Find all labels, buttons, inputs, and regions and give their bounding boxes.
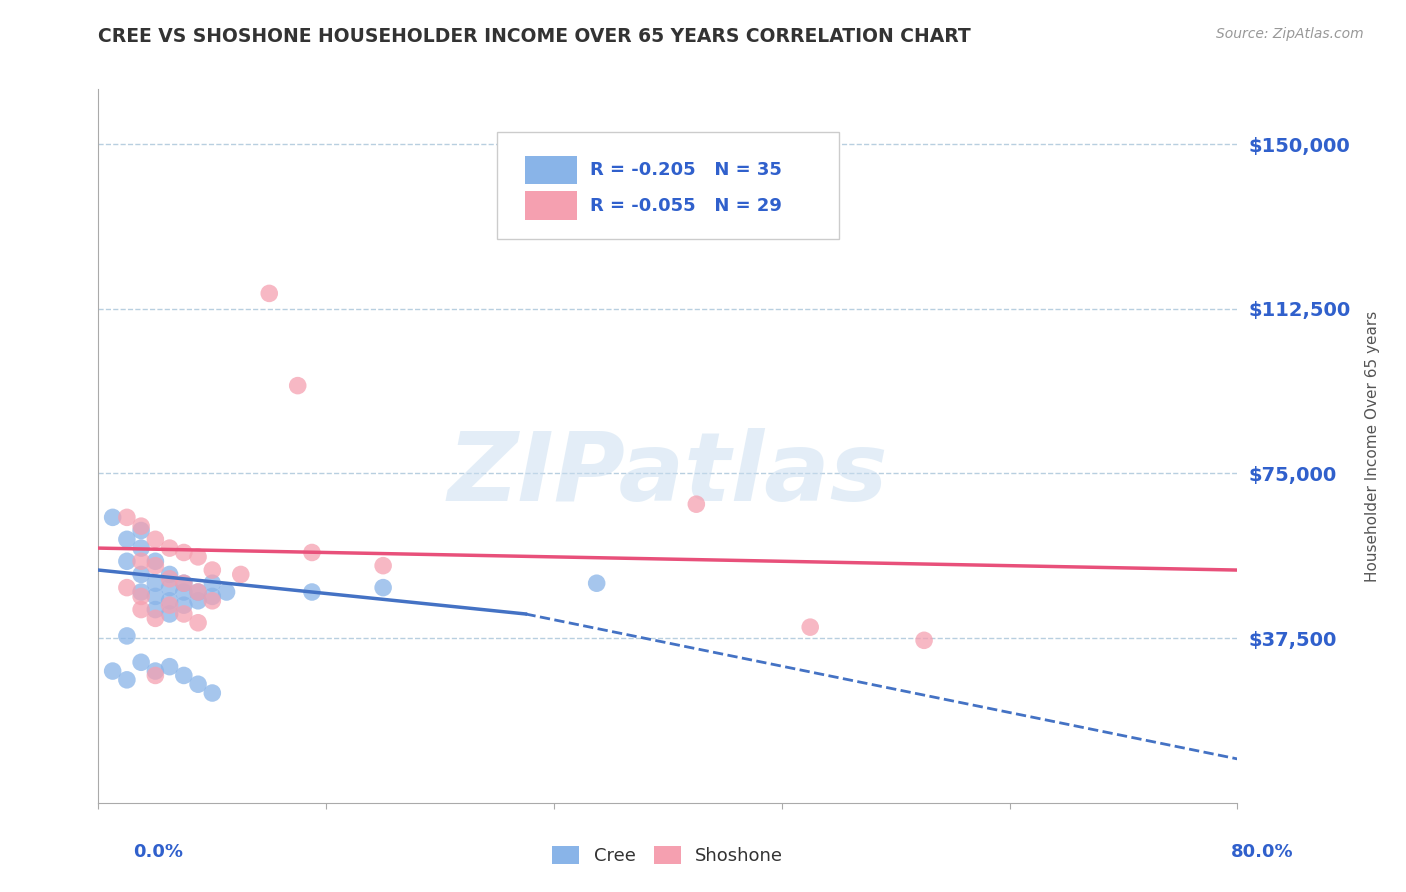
Point	[173, 545, 195, 559]
Point	[201, 686, 224, 700]
Point	[145, 554, 167, 568]
Point	[173, 598, 195, 612]
Point	[115, 510, 138, 524]
Point	[145, 576, 167, 591]
Point	[159, 567, 181, 582]
Point	[173, 668, 195, 682]
Point	[201, 590, 224, 604]
Point	[215, 585, 238, 599]
Point	[301, 585, 323, 599]
Y-axis label: Householder Income Over 65 years: Householder Income Over 65 years	[1365, 310, 1379, 582]
Point	[115, 554, 138, 568]
Text: 0.0%: 0.0%	[134, 843, 184, 861]
Point	[101, 664, 124, 678]
Point	[159, 581, 181, 595]
Point	[373, 581, 395, 595]
Point	[187, 549, 209, 564]
Point	[115, 673, 138, 687]
Point	[159, 607, 181, 621]
Point	[187, 594, 209, 608]
Point	[159, 594, 181, 608]
Point	[229, 567, 252, 582]
Point	[145, 558, 167, 573]
Point	[145, 590, 167, 604]
Point	[129, 585, 152, 599]
Point	[173, 585, 195, 599]
Point	[145, 668, 167, 682]
FancyBboxPatch shape	[526, 191, 576, 219]
Point	[145, 611, 167, 625]
Point	[115, 581, 138, 595]
Point	[101, 510, 124, 524]
Point	[187, 585, 209, 599]
FancyBboxPatch shape	[498, 132, 839, 239]
Point	[685, 497, 707, 511]
Point	[159, 659, 181, 673]
Point	[799, 620, 821, 634]
Point	[129, 655, 152, 669]
Legend: Cree, Shoshone: Cree, Shoshone	[546, 838, 790, 872]
Point	[129, 519, 152, 533]
Point	[145, 664, 167, 678]
Point	[585, 576, 607, 591]
Point	[115, 629, 138, 643]
Point	[201, 594, 224, 608]
Point	[187, 585, 209, 599]
Point	[173, 576, 195, 591]
Text: 80.0%: 80.0%	[1230, 843, 1294, 861]
Point	[159, 541, 181, 555]
Point	[373, 558, 395, 573]
Point	[129, 590, 152, 604]
Point	[912, 633, 935, 648]
FancyBboxPatch shape	[526, 155, 576, 184]
Point	[159, 598, 181, 612]
Text: CREE VS SHOSHONE HOUSEHOLDER INCOME OVER 65 YEARS CORRELATION CHART: CREE VS SHOSHONE HOUSEHOLDER INCOME OVER…	[98, 27, 972, 45]
Point	[259, 286, 281, 301]
Point	[115, 533, 138, 547]
Text: R = -0.055   N = 29: R = -0.055 N = 29	[591, 196, 782, 214]
Point	[173, 576, 195, 591]
Point	[129, 602, 152, 616]
Point	[301, 545, 323, 559]
Point	[129, 567, 152, 582]
Point	[201, 563, 224, 577]
Point	[159, 572, 181, 586]
Point	[187, 677, 209, 691]
Point	[129, 541, 152, 555]
Point	[129, 554, 152, 568]
Point	[129, 524, 152, 538]
Point	[173, 607, 195, 621]
Text: ZIPatlas: ZIPatlas	[447, 428, 889, 521]
Text: R = -0.205   N = 35: R = -0.205 N = 35	[591, 161, 782, 178]
Point	[145, 533, 167, 547]
Point	[145, 602, 167, 616]
Point	[201, 576, 224, 591]
Point	[287, 378, 309, 392]
Text: Source: ZipAtlas.com: Source: ZipAtlas.com	[1216, 27, 1364, 41]
Point	[187, 615, 209, 630]
